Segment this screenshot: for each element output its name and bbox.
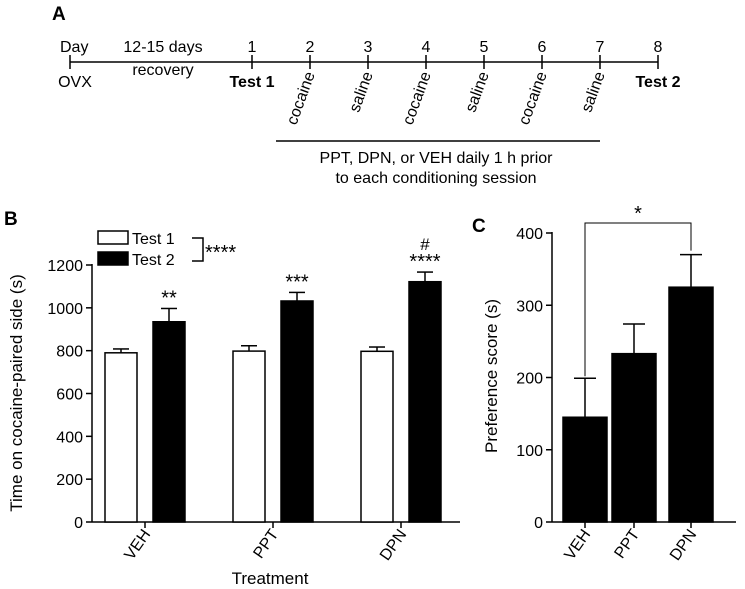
chart-b-ylabel: Time on cocaine-paired side (s)	[7, 274, 26, 511]
chart-b-ytick-label: 400	[56, 429, 83, 446]
legend-test1-swatch	[97, 230, 129, 245]
chart-b-ytick-label: 200	[56, 472, 83, 489]
treatment-note-line1: PPT, DPN, or VEH daily 1 h prior	[320, 150, 554, 167]
timeline-day-number: 1	[248, 39, 257, 56]
timeline-test1-label: Test 1	[229, 74, 274, 91]
timeline-day-number: 8	[654, 39, 663, 56]
legend-bracket	[192, 237, 204, 262]
timeline-day-label: Day	[60, 39, 88, 56]
panel-c: C Preference score (s) 0 100 200 300 400 VEH P…	[472, 203, 736, 564]
chart-c-significance: *	[634, 203, 642, 225]
chart-c-bar	[562, 416, 608, 523]
treatment-note-line2: to each conditioning session	[335, 170, 536, 187]
chart-b-bar	[152, 321, 186, 523]
timeline-recovery-line1: 12-15 days	[123, 39, 202, 56]
timeline-test2-label: Test 2	[635, 74, 680, 91]
chart-b-category-label: VEH	[121, 527, 154, 564]
legend-test1-label: Test 1	[132, 231, 175, 248]
chart-b-bar	[280, 300, 314, 523]
chart-c-bar	[668, 286, 714, 523]
timeline-day-number: 3	[364, 39, 373, 56]
timeline-session-label: saline	[346, 69, 376, 114]
timeline-session-label: cocaine	[516, 69, 551, 127]
chart-b-significance: ***	[285, 271, 309, 293]
chart-b-ytick-label: 1000	[47, 301, 83, 318]
timeline-recovery-line2: recovery	[132, 62, 193, 79]
chart-b-xlabel: Treatment	[232, 569, 309, 588]
chart-c-ytick-label: 0	[534, 515, 543, 532]
chart-b-ytick-label: 0	[74, 515, 83, 532]
chart-c-ytick-label: 100	[516, 443, 543, 460]
chart-b-ytick-label: 1200	[47, 258, 83, 275]
chart-c: 0 100 200 300 400 VEH PPT DPN *	[516, 203, 736, 564]
chart-b-ytick-label: 600	[56, 387, 83, 404]
chart-c-ytick-label: 200	[516, 371, 543, 388]
chart-b-ytick-label: 800	[56, 344, 83, 361]
timeline-session-label: saline	[578, 69, 608, 114]
panel-c-label: C	[472, 216, 486, 237]
chart-c-significance-bracket	[584, 222, 692, 377]
panel-b: B Time on cocaine-paired side (s) Treatm…	[4, 209, 460, 588]
chart-c-category-label: PPT	[611, 526, 643, 561]
panel-a: A Day 12-15 days recovery OVX 1 2 3 4 5 6 7 8 c…	[52, 4, 681, 187]
timeline-day-number: 5	[480, 39, 489, 56]
timeline-session-label: cocaine	[284, 69, 319, 127]
legend-test2-label: Test 2	[132, 252, 175, 269]
chart-b-significance: ****	[409, 251, 440, 273]
chart-b-bar	[360, 350, 394, 523]
chart-b-bar	[104, 352, 138, 523]
chart-b-significance: **	[161, 287, 177, 309]
chart-c-category-label: VEH	[561, 527, 594, 564]
chart-b-category-label: DPN	[377, 527, 410, 564]
chart-b-hash-annotation: #	[420, 235, 430, 254]
timeline-session-label: saline	[462, 69, 492, 114]
legend-test2-swatch	[97, 251, 129, 266]
chart-c-ylabel: Preference score (s)	[482, 299, 501, 453]
timeline-sessions: cocaine saline cocaine saline cocaine saline	[284, 69, 609, 127]
chart-c-ytick-label: 400	[516, 226, 543, 243]
timeline-day-number: 4	[422, 39, 431, 56]
chart-b-category-label: PPT	[250, 526, 282, 561]
timeline-days: 1 2 3 4 5 6 7 8	[248, 39, 663, 69]
chart-b-bar	[232, 350, 266, 523]
panel-b-label: B	[4, 209, 18, 230]
chart-b-bar	[408, 280, 442, 523]
timeline-day-number: 7	[596, 39, 605, 56]
timeline-start-label: OVX	[58, 74, 92, 91]
timeline-day-number: 6	[538, 39, 547, 56]
panel-a-label: A	[52, 4, 66, 25]
legend-significance: ****	[205, 242, 236, 264]
chart-c-category-label: DPN	[667, 527, 700, 564]
chart-c-ytick-label: 300	[516, 298, 543, 315]
chart-c-bar	[611, 352, 657, 523]
timeline-day-number: 2	[306, 39, 315, 56]
timeline-session-label: cocaine	[400, 69, 435, 127]
